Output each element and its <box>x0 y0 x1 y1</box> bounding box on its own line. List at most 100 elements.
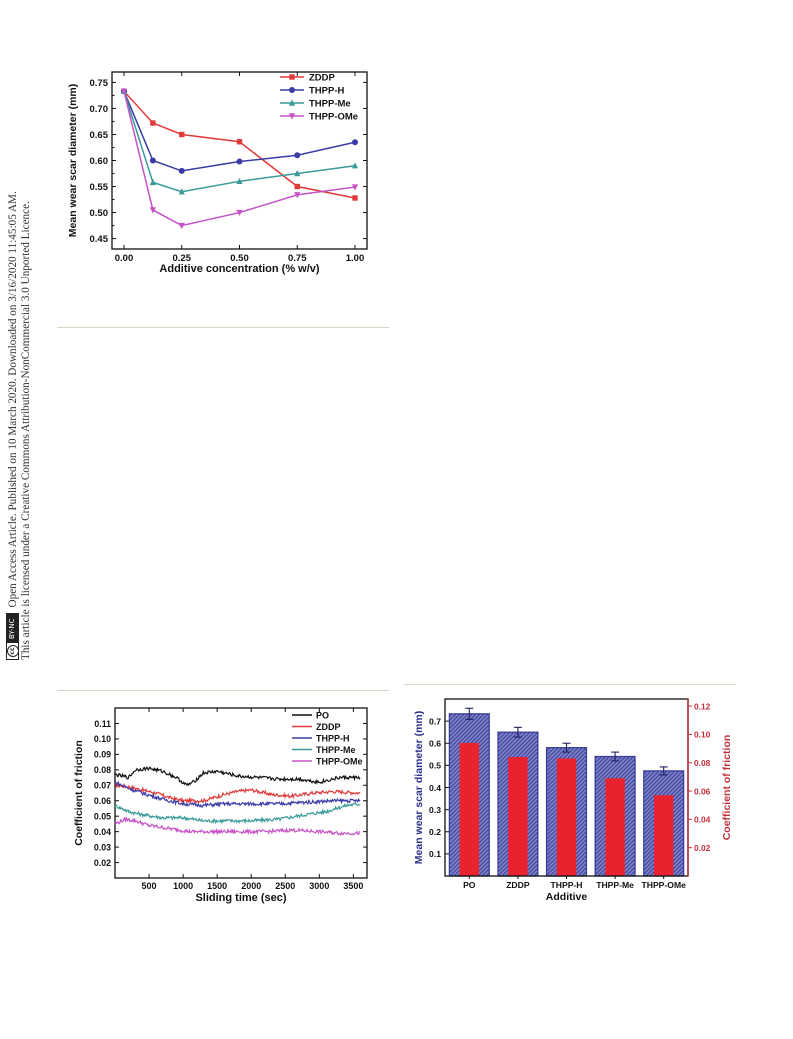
series-thpp-ome <box>120 88 359 230</box>
y-axis-label: Mean wear scar diameter (mm) <box>67 84 79 237</box>
y2-tick-label: 0.08 <box>694 758 711 768</box>
data-point-thpp-ome <box>178 222 185 230</box>
y-tick-label: 0.50 <box>90 208 109 219</box>
bar-cof-zddp <box>508 757 528 876</box>
bar-cof-thpp-h <box>556 758 577 876</box>
data-point-zddp <box>294 183 300 190</box>
y-tick-label: 0.6 <box>429 739 441 749</box>
y-tick-label: 0.03 <box>94 842 111 852</box>
legend-label-thpp-ome: THPP-OMe <box>309 112 358 123</box>
cc-license-label: BY-NC <box>7 614 18 643</box>
y-tick-label: 0.09 <box>94 750 111 760</box>
x-tick-label: THPP-H <box>551 880 583 890</box>
chart-wsd-vs-concentration: 0.45 0.50 0.55 0.60 0.65 0.70 0.75 0.00 0.25 0.50… <box>67 71 368 275</box>
divider-bottom-right <box>404 684 736 685</box>
legend-label-thpp-h: THPP-H <box>309 86 345 97</box>
y-tick-label: 0.70 <box>90 104 109 115</box>
y-tick-label: 0.10 <box>94 734 111 744</box>
series-line-zddp <box>115 782 361 804</box>
series-line-thpp-h <box>123 90 356 172</box>
legend-label-thpp-h: THPP-H <box>316 733 350 743</box>
x-tick-label: THPP-OMe <box>641 880 686 890</box>
series-line-thpp-ome <box>114 816 361 836</box>
y-tick-label: 0.2 <box>429 827 441 837</box>
bar-cof-po <box>459 742 480 876</box>
legend-label-po: PO <box>316 710 329 720</box>
x-tick-label: 1500 <box>207 881 227 891</box>
x-tick-label: 3500 <box>343 881 363 891</box>
divider-bottom-left <box>57 690 389 691</box>
y-tick-label: 0.7 <box>429 716 441 726</box>
x-tick-label: 0.75 <box>288 253 307 264</box>
data-point-thpp-me <box>294 170 301 177</box>
y2-tick-label: 0.04 <box>694 815 711 825</box>
y2-tick-label: 0.02 <box>694 843 711 853</box>
y-tick-label: 0.55 <box>90 182 109 193</box>
legend-label-thpp-me: THPP-Me <box>309 99 351 110</box>
x-axis-label: Additive concentration (% w/v) <box>159 263 319 275</box>
y-tick-label: 0.04 <box>94 827 111 837</box>
x-tick-label: 0.00 <box>115 253 134 264</box>
cc-icon: cc <box>6 645 19 657</box>
legend-marker-zddp <box>289 74 295 80</box>
x-axis-label: Sliding time (sec) <box>195 892 286 904</box>
series-line-thpp-me <box>123 91 356 193</box>
divider-top-left <box>57 327 389 328</box>
data-point-thpp-ome <box>351 184 359 191</box>
bar-cof-thpp-me <box>605 778 625 876</box>
series-line-zddp <box>123 90 356 199</box>
y-tick-label: 0.5 <box>429 761 441 771</box>
y-tick-label: 0.65 <box>90 130 109 141</box>
y-tick-label: 0.08 <box>94 765 111 775</box>
y-tick-label: 0.45 <box>90 234 109 245</box>
x-tick-label: 2500 <box>275 881 295 891</box>
data-point-thpp-h <box>149 157 156 164</box>
y2-axis-label: Coefficient of friction <box>721 735 733 841</box>
x-tick-label: THPP-Me <box>596 880 634 890</box>
y-axis-label: Mean wear scar diameter (mm) <box>413 711 425 864</box>
y-tick-label: 0.3 <box>429 805 441 815</box>
data-point-thpp-me <box>178 188 185 195</box>
x-tick-label: 500 <box>142 881 157 891</box>
legend-label-zddp: ZDDP <box>309 73 336 84</box>
data-point-thpp-ome <box>149 207 156 214</box>
x-tick-label: 1000 <box>173 881 193 891</box>
x-axis-label: Additive <box>546 891 588 903</box>
y2-tick-label: 0.06 <box>694 786 711 796</box>
y-tick-label: 0.11 <box>94 719 111 729</box>
series-line-thpp-h <box>114 780 361 808</box>
data-point-thpp-h <box>294 152 301 159</box>
data-point-thpp-ome <box>120 88 128 95</box>
x-tick-label: ZDDP <box>506 880 530 890</box>
y2-tick-label: 0.10 <box>694 730 711 740</box>
y-tick-label: 0.05 <box>94 811 111 821</box>
x-tick-label: 3000 <box>309 881 329 891</box>
license-publication-text: Open Access Article. Published on 10 Mar… <box>6 191 19 608</box>
legend-label-zddp: ZDDP <box>316 722 341 732</box>
x-tick-label: 0.25 <box>173 253 192 264</box>
cc-license-badge[interactable]: cc BY-NC <box>6 613 19 660</box>
y-tick-label: 0.75 <box>90 78 109 89</box>
legend-marker-thpp-h <box>289 87 295 93</box>
data-point-thpp-h <box>236 158 243 165</box>
series-line-thpp-me <box>114 802 361 825</box>
x-tick-label: 2000 <box>241 881 261 891</box>
data-point-zddp <box>150 120 156 126</box>
chart-wsd-cof-bars: PO ZDDP THPP-H THPP-Me THPP-OMe 0.1 0.2 0.3 0.4 0… <box>413 698 733 903</box>
license-line-2: This article is licensed under a Creativ… <box>20 201 32 660</box>
data-point-thpp-h <box>178 167 185 174</box>
data-point-thpp-me <box>351 162 359 169</box>
data-point-zddp <box>352 195 358 201</box>
data-point-thpp-ome <box>294 192 301 199</box>
series-line-thpp-ome <box>123 91 356 227</box>
legend-label-thpp-ome: THPP-OMe <box>316 756 363 766</box>
x-tick-label: PO <box>463 880 476 890</box>
data-point-thpp-me <box>236 177 243 185</box>
bar-cof-thpp-ome <box>653 795 674 876</box>
series-line-po <box>114 766 361 787</box>
data-point-thpp-me <box>149 178 156 186</box>
license-line-1: cc BY-NC Open Access Article. Published … <box>6 191 19 660</box>
data-point-zddp <box>179 131 185 138</box>
data-point-thpp-h <box>352 139 358 146</box>
legend-marker-thpp-ome <box>288 113 296 120</box>
